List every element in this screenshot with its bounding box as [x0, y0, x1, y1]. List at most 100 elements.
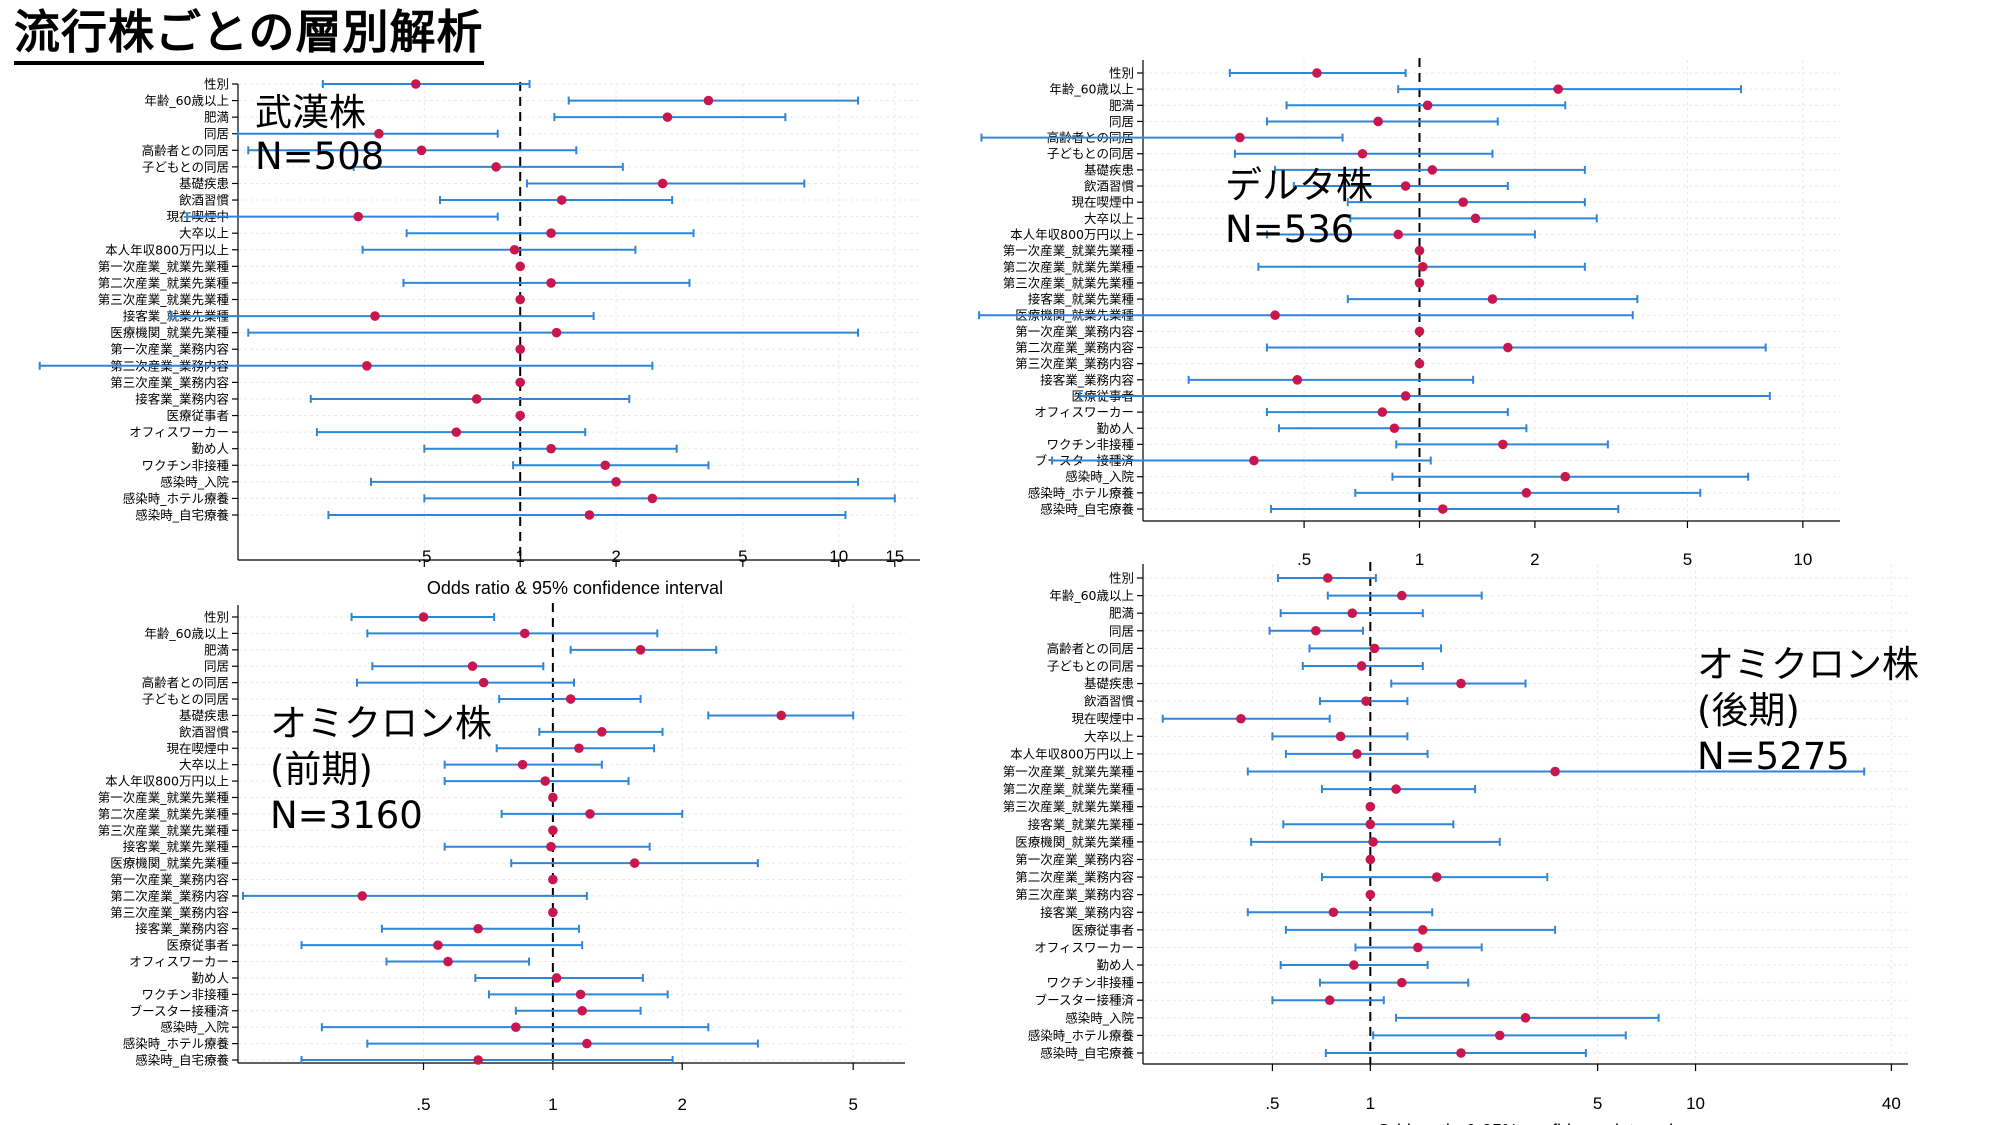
row-label: 接客業_業務内容	[135, 391, 229, 406]
x-tick-label: 10	[829, 547, 848, 566]
row-label: 第二次産業_業務内容	[110, 888, 229, 903]
x-tick-label: 2	[611, 547, 620, 566]
row-label: 現在喫煙中	[1071, 711, 1134, 726]
row-label: 性別	[204, 77, 229, 92]
row-label: 感染時_自宅療養	[1040, 502, 1134, 517]
panel-annotation: N=5275	[1697, 735, 1850, 778]
odds-ratio-point	[1413, 942, 1423, 953]
x-tick-label: 1	[1366, 1094, 1375, 1113]
odds-ratio-point	[1352, 749, 1362, 759]
odds-ratio-point	[374, 128, 384, 139]
odds-ratio-point	[357, 891, 368, 901]
odds-ratio-point	[1361, 696, 1371, 706]
odds-ratio-point	[546, 841, 556, 852]
odds-ratio-point	[1391, 784, 1401, 794]
odds-ratio-point	[1437, 504, 1448, 514]
odds-ratio-point	[1422, 100, 1433, 111]
row-label: ワクチン非接種	[1046, 975, 1134, 990]
row-label: 感染時_自宅療養	[135, 1053, 229, 1068]
odds-ratio-point	[1356, 661, 1367, 671]
row-label: 子どもとの同居	[1047, 146, 1134, 161]
odds-ratio-point	[353, 211, 364, 222]
odds-ratio-point	[1369, 643, 1380, 654]
odds-ratio-point	[1377, 407, 1388, 417]
row-label: 医療機関_就業先業種	[1015, 834, 1134, 849]
odds-ratio-point	[1487, 294, 1498, 304]
odds-ratio-point	[1347, 608, 1358, 618]
odds-ratio-point	[1322, 573, 1333, 583]
row-label: 高齢者との同居	[1047, 641, 1134, 656]
odds-ratio-point	[418, 612, 429, 622]
odds-ratio-point	[1365, 854, 1376, 865]
x-tick-label: 2	[677, 1095, 686, 1114]
row-label: 第二次産業_就業先業種	[98, 275, 230, 290]
row-label: 第三次産業_就業先業種	[1003, 275, 1135, 290]
odds-ratio-point	[1498, 439, 1508, 450]
x-tick-label: 10	[1686, 1094, 1705, 1113]
x-tick-label: .5	[1297, 550, 1311, 569]
odds-ratio-point	[473, 923, 483, 934]
odds-ratio-point	[575, 989, 586, 1000]
odds-ratio-point	[1397, 977, 1407, 988]
row-label: 第三次産業_就業先業種	[1003, 799, 1135, 814]
odds-ratio-point	[473, 1055, 483, 1065]
row-label: 大卒以上	[1084, 729, 1134, 744]
row-label: 肥満	[1109, 98, 1134, 113]
odds-ratio-point	[1365, 819, 1376, 830]
odds-ratio-point	[1311, 625, 1321, 636]
x-tick-label: 5	[738, 547, 747, 566]
odds-ratio-point	[1456, 1048, 1466, 1058]
row-label: 感染時_入院	[160, 474, 229, 489]
row-label: 性別	[1109, 571, 1134, 586]
x-tick-label: 5	[848, 1095, 857, 1114]
x-tick-label: 5	[1593, 1094, 1602, 1113]
odds-ratio-point	[548, 907, 558, 918]
row-label: 大卒以上	[179, 757, 229, 772]
odds-ratio-point	[1417, 261, 1428, 272]
odds-ratio-point	[451, 427, 462, 437]
x-tick-label: .5	[416, 1095, 430, 1114]
odds-ratio-point	[597, 727, 607, 737]
row-label: 年齢_60歳以上	[1049, 588, 1134, 603]
row-label: 本人年収800万円以上	[1010, 746, 1134, 761]
panel-annotation: N=3160	[270, 794, 423, 837]
odds-ratio-point	[584, 510, 595, 520]
odds-ratio-point	[515, 377, 526, 388]
row-label: 接客業_業務内容	[1040, 372, 1134, 387]
row-label: 接客業_就業先業種	[1028, 292, 1135, 307]
x-tick-label: 1	[1415, 550, 1424, 569]
odds-ratio-point	[1270, 310, 1280, 321]
row-label: 第二次産業_就業先業種	[1003, 782, 1135, 797]
panel-annotation: (前期)	[270, 748, 373, 791]
row-label: オフィスワーカー	[1034, 405, 1134, 420]
row-label: 医療従事者	[166, 938, 229, 953]
row-label: ブースター接種済	[130, 1003, 230, 1018]
row-label: 第二次産業_業務内容	[1015, 340, 1134, 355]
row-label: 感染時_自宅療養	[1040, 1046, 1134, 1061]
row-label: 第三次産業_業務内容	[1015, 887, 1134, 902]
row-label: 性別	[1109, 66, 1134, 81]
row-label: 肥満	[204, 110, 229, 125]
row-label: 基礎疾患	[179, 176, 229, 191]
row-label: 飲酒習慣	[179, 193, 230, 208]
row-label: 同居	[1109, 114, 1134, 129]
odds-ratio-point	[362, 361, 372, 371]
row-label: 第三次産業_業務内容	[1015, 356, 1134, 371]
row-label: 勤め人	[1096, 421, 1134, 436]
odds-ratio-point	[1494, 1030, 1505, 1041]
x-tick-label: 10	[1793, 550, 1812, 569]
row-label: 感染時_入院	[1065, 469, 1134, 484]
odds-ratio-point	[467, 661, 478, 672]
row-label: 感染時_入院	[1065, 1010, 1134, 1025]
row-label: 基礎疾患	[1084, 162, 1134, 177]
row-label: 感染時_ホテル療養	[1028, 485, 1135, 500]
x-tick-label: 5	[1683, 550, 1692, 569]
row-label: 大卒以上	[1084, 211, 1134, 226]
row-label: 第一次産業_業務内容	[1015, 852, 1134, 867]
odds-ratio-point	[551, 973, 562, 983]
odds-ratio-point	[515, 344, 526, 355]
odds-ratio-point	[511, 1022, 521, 1032]
row-label: 現在喫煙中	[1071, 195, 1134, 210]
x-tick-label: 1	[515, 547, 524, 566]
odds-ratio-point	[1418, 925, 1428, 935]
